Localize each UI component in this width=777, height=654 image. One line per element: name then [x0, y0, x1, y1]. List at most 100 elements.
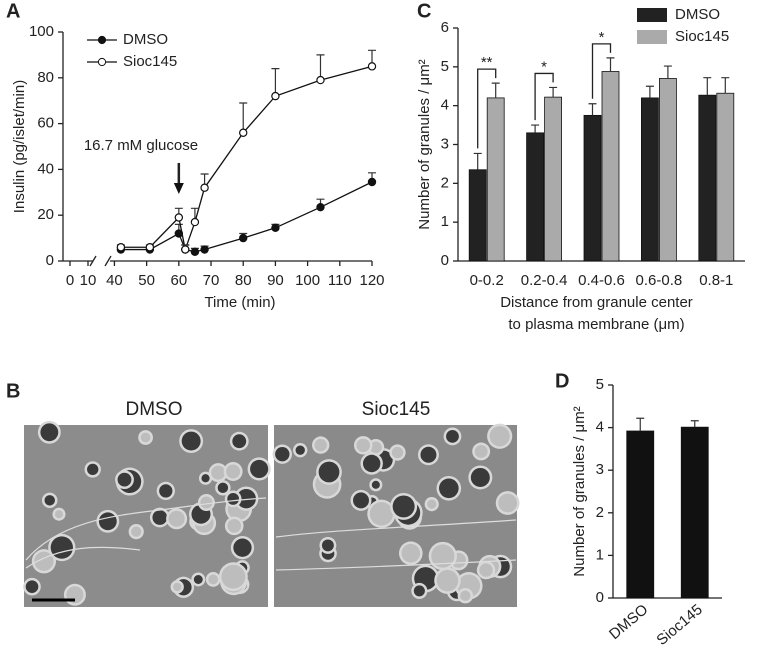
granule-core [193, 575, 203, 584]
significance-bracket [477, 68, 497, 149]
image-title: Sioc145 [362, 399, 431, 420]
granule-core [227, 493, 240, 505]
series-line [120, 181, 373, 253]
bar [680, 426, 709, 599]
panel-label: A [6, 0, 20, 22]
significance: * [541, 58, 547, 75]
granule-core [181, 431, 201, 451]
x-axis-label: to plasma membrane (μm) [508, 316, 684, 333]
error-bar [690, 420, 699, 428]
granule-core [369, 502, 394, 526]
granule-core [117, 472, 132, 487]
legend-marker [97, 57, 107, 67]
y-axis-label: Number of granules / μm² [571, 406, 588, 576]
bar [544, 96, 562, 262]
marker [190, 247, 200, 257]
x-tick-label: 0.8-1 [699, 272, 733, 289]
marker [316, 75, 325, 85]
legend-label: Sioc145 [675, 28, 729, 45]
y-tick-label: 40 [37, 160, 54, 177]
x-tick-label: 0.2-0.4 [521, 272, 568, 289]
significance: * [599, 29, 605, 46]
granule-core [201, 474, 210, 483]
marker [367, 177, 377, 187]
series-line [120, 65, 373, 252]
x-tick-label: 60 [170, 272, 187, 289]
granule-core [275, 446, 290, 462]
significance-bracket [591, 43, 612, 99]
error-bar [645, 85, 654, 98]
granule-core [250, 459, 269, 479]
panel-label: C [417, 0, 431, 22]
granule-core [25, 580, 39, 594]
marker [239, 128, 248, 137]
x-axis-label: Distance from granule center [500, 294, 693, 311]
error-bar [491, 82, 500, 98]
legend-swatch [637, 8, 667, 22]
granule-core [356, 438, 370, 453]
x-tick-label: 10 [80, 272, 97, 289]
image-title: DMSO [126, 399, 183, 420]
granule-core [371, 480, 380, 489]
y-tick-label: 100 [29, 23, 54, 40]
error-bar [549, 86, 558, 98]
granule-core [140, 432, 151, 443]
legend-label: DMSO [675, 6, 720, 23]
x-tick-label: 0 [66, 272, 74, 289]
membrane [25, 546, 141, 569]
x-tick-label: 40 [106, 272, 123, 289]
granule-core [226, 464, 241, 479]
x-tick-label: 70 [203, 272, 220, 289]
granule-core [131, 526, 142, 537]
error-bar [606, 57, 615, 72]
granule-core [474, 445, 488, 458]
granule-layer [23, 420, 520, 606]
granule-core [321, 539, 334, 552]
granule-core [233, 538, 252, 557]
x-tick-label: 0.6-0.8 [636, 272, 683, 289]
granule-core [436, 569, 459, 592]
granule-core [439, 478, 459, 499]
granule-core [295, 445, 305, 455]
granule-core [369, 441, 382, 454]
granule-core [413, 585, 425, 597]
y-tick-label: 1 [441, 213, 449, 230]
granule-core [431, 544, 455, 568]
granule-core [211, 465, 226, 480]
granule-core [446, 429, 459, 443]
y-tick-label: 1 [596, 546, 604, 563]
y-tick-label: 0 [596, 589, 604, 606]
granule-core [217, 482, 229, 494]
membrane [25, 497, 267, 561]
bar [641, 97, 659, 262]
marker [239, 233, 248, 243]
error-bar [531, 124, 540, 133]
arrow-head [173, 183, 184, 194]
x-tick-label: 100 [295, 272, 320, 289]
granule-core [470, 467, 490, 487]
granule-core [221, 564, 246, 589]
marker [271, 91, 280, 101]
granule-core [208, 574, 219, 585]
error-bar [271, 68, 280, 97]
y-tick-label: 3 [441, 135, 449, 152]
x-tick-label: 0-0.2 [470, 272, 504, 289]
bar [716, 92, 735, 262]
y-tick-label: 2 [441, 174, 449, 191]
x-tick-label: DMSO [606, 601, 651, 643]
y-tick-label: 6 [441, 19, 449, 36]
x-tick-label: 110 [328, 272, 352, 289]
granule-core [44, 495, 55, 506]
error-bar [588, 103, 597, 116]
granule-core [420, 446, 437, 463]
y-axis-label: Insulin (pg/islet/min) [11, 80, 28, 213]
x-tick-label: 80 [235, 272, 252, 289]
granule-core [168, 510, 185, 527]
x-tick-label: 90 [267, 272, 284, 289]
marker [145, 243, 155, 252]
annotation: 16.7 mM glucose [84, 137, 198, 154]
marker [190, 217, 200, 227]
granule-core [362, 454, 381, 473]
granule-core [40, 423, 59, 442]
granule-core [232, 434, 247, 449]
